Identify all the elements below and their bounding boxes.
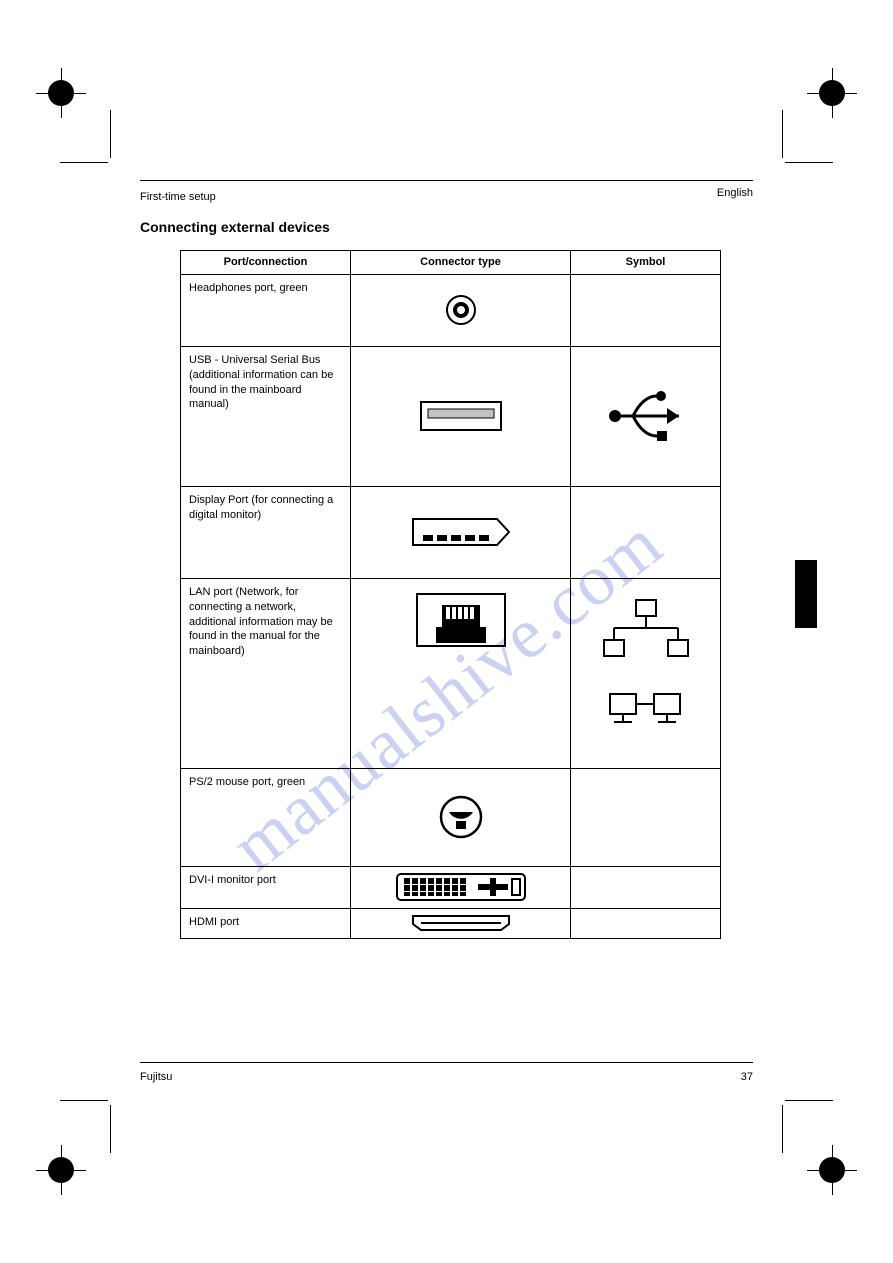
table-row: DVI-I monitor port xyxy=(181,866,721,908)
section-title: Connecting external devices xyxy=(140,219,753,235)
rj45-icon xyxy=(416,593,506,647)
header-left: First-time setup xyxy=(140,191,216,203)
crop-mark xyxy=(785,162,833,163)
table-row: LAN port (Network, for connecting a netw… xyxy=(181,578,721,768)
symbol-cell xyxy=(571,908,721,938)
connector-cell xyxy=(351,274,571,346)
table-row: Display Port (for connecting a digital m… xyxy=(181,486,721,578)
regmark-top-right xyxy=(807,68,857,118)
regmark-bottom-left xyxy=(36,1145,86,1195)
col-header: Symbol xyxy=(571,251,721,275)
footer-left: Fujitsu xyxy=(140,1071,172,1083)
regmark-top-left xyxy=(36,68,86,118)
symbol-cell xyxy=(571,768,721,866)
crop-mark xyxy=(785,1100,833,1101)
displayport-icon xyxy=(411,517,511,547)
side-thumb-tab xyxy=(795,560,817,628)
crop-mark xyxy=(60,1100,108,1101)
connector-cell xyxy=(351,768,571,866)
connector-cell xyxy=(351,486,571,578)
port-label: LAN port (Network, for connecting a netw… xyxy=(181,578,351,768)
symbol-cell xyxy=(571,274,721,346)
port-label: PS/2 mouse port, green xyxy=(181,768,351,866)
lan-symbol-icon xyxy=(596,598,696,748)
crop-mark xyxy=(60,162,108,163)
page-header: First-time setup English Connecting exte… xyxy=(140,180,753,235)
usb-symbol-icon xyxy=(603,386,689,446)
col-header: Connector type xyxy=(351,251,571,275)
table-header-row: Port/connection Connector type Symbol xyxy=(181,251,721,275)
ps2-icon xyxy=(439,795,483,839)
col-header: Port/connection xyxy=(181,251,351,275)
hdmi-icon xyxy=(411,914,511,932)
table-row: HDMI port xyxy=(181,908,721,938)
page-footer: Fujitsu 37 xyxy=(140,1062,753,1083)
port-label: DVI-I monitor port xyxy=(181,866,351,908)
port-label: Headphones port, green xyxy=(181,274,351,346)
table-row: USB - Universal Serial Bus (additional i… xyxy=(181,346,721,486)
connector-cell xyxy=(351,578,571,768)
table-row: PS/2 mouse port, green xyxy=(181,768,721,866)
crop-mark xyxy=(110,110,111,158)
usb-port-icon xyxy=(420,401,502,431)
connector-cell xyxy=(351,866,571,908)
port-label: HDMI port xyxy=(181,908,351,938)
crop-mark xyxy=(110,1105,111,1153)
connector-cell xyxy=(351,908,571,938)
crop-mark xyxy=(782,110,783,158)
table-row: Headphones port, green xyxy=(181,274,721,346)
dvi-icon xyxy=(396,873,526,901)
port-table: Port/connection Connector type Symbol He… xyxy=(180,250,720,939)
symbol-cell xyxy=(571,866,721,908)
connector-cell xyxy=(351,346,571,486)
footer-right: 37 xyxy=(741,1071,753,1083)
regmark-bottom-right xyxy=(807,1145,857,1195)
port-label: Display Port (for connecting a digital m… xyxy=(181,486,351,578)
symbol-cell xyxy=(571,578,721,768)
port-label: USB - Universal Serial Bus (additional i… xyxy=(181,346,351,486)
crop-mark xyxy=(782,1105,783,1153)
symbol-cell xyxy=(571,346,721,486)
audio-jack-icon xyxy=(444,293,478,327)
symbol-cell xyxy=(571,486,721,578)
header-right: English xyxy=(717,187,753,199)
